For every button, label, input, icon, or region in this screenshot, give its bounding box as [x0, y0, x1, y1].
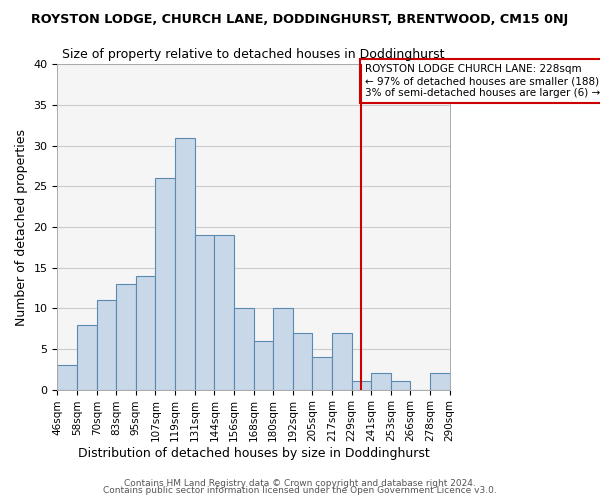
Bar — [136, 276, 155, 390]
Bar — [352, 382, 371, 390]
Bar — [332, 332, 352, 390]
Bar — [371, 374, 391, 390]
Text: ROYSTON LODGE CHURCH LANE: 228sqm
← 97% of detached houses are smaller (188)
3% : ROYSTON LODGE CHURCH LANE: 228sqm ← 97% … — [365, 64, 600, 98]
Bar — [97, 300, 116, 390]
Y-axis label: Number of detached properties: Number of detached properties — [15, 128, 28, 326]
Bar — [430, 374, 450, 390]
Bar — [175, 138, 195, 390]
Bar — [234, 308, 254, 390]
Bar — [293, 332, 313, 390]
X-axis label: Distribution of detached houses by size in Doddinghurst: Distribution of detached houses by size … — [77, 447, 430, 460]
Bar — [195, 235, 214, 390]
Bar — [313, 357, 332, 390]
Text: Contains public sector information licensed under the Open Government Licence v3: Contains public sector information licen… — [103, 486, 497, 495]
Title: Size of property relative to detached houses in Doddinghurst: Size of property relative to detached ho… — [62, 48, 445, 60]
Bar — [273, 308, 293, 390]
Text: Contains HM Land Registry data © Crown copyright and database right 2024.: Contains HM Land Registry data © Crown c… — [124, 478, 476, 488]
Bar — [391, 382, 410, 390]
Bar — [155, 178, 175, 390]
Bar — [214, 235, 234, 390]
Bar — [77, 324, 97, 390]
Text: ROYSTON LODGE, CHURCH LANE, DODDINGHURST, BRENTWOOD, CM15 0NJ: ROYSTON LODGE, CHURCH LANE, DODDINGHURST… — [31, 12, 569, 26]
Bar — [254, 341, 273, 390]
Bar — [58, 365, 77, 390]
Bar — [116, 284, 136, 390]
